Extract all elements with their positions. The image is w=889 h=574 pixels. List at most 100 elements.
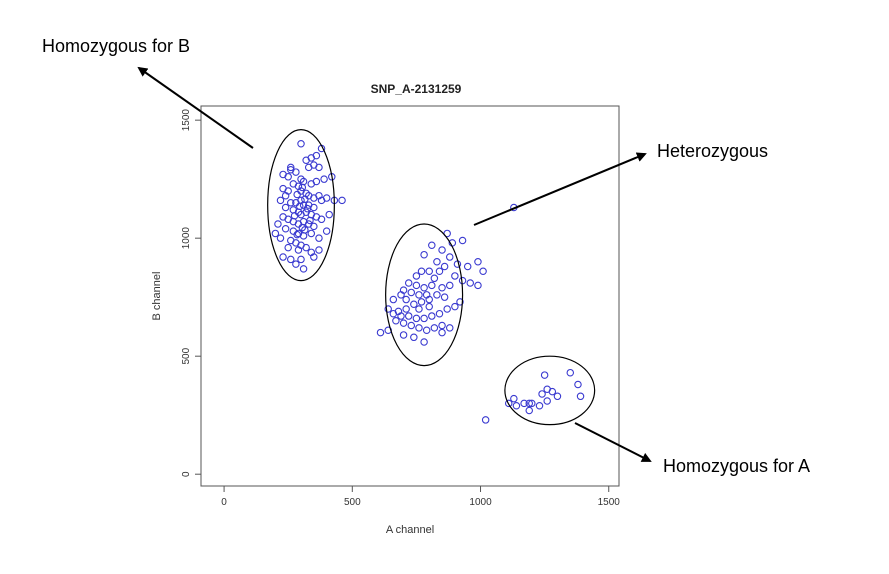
data-point [397,312,405,320]
data-point [281,191,290,200]
data-point [428,241,436,250]
y-tick-label: 0 [181,471,192,477]
data-point [412,314,421,323]
arrow-homozygous-a [574,422,652,462]
data-point [322,227,331,235]
data-point [287,199,295,207]
data-point [384,305,392,313]
y-tick-label: 500 [181,347,192,364]
data-point [292,168,300,176]
x-tick-label: 500 [344,497,361,508]
data-point [438,321,446,330]
chart-title: SNP_A-2131259 [371,82,462,96]
data-point [287,163,295,172]
data-point [407,321,416,330]
data-point [474,281,482,290]
arrow-heterozygous [473,152,647,226]
x-tick-label: 1000 [469,497,492,508]
data-point [440,293,449,301]
data-point [299,265,308,273]
data-point [297,140,305,148]
data-point [392,317,400,325]
data-point [301,195,309,203]
data-point [310,253,318,261]
data-point [430,324,439,332]
data-point [295,202,304,211]
data-point [317,215,326,224]
data-point [428,281,436,290]
data-point [512,402,521,410]
data-point [284,173,292,181]
data-point [445,324,454,332]
x-axis-title: A channel [386,524,434,536]
data-point [538,390,546,398]
data-point [463,262,472,271]
data-point [407,288,416,297]
data-point [425,267,433,275]
data-point [438,328,446,337]
data-point [290,212,299,220]
data-point [458,236,467,245]
data-point [274,220,282,228]
cluster-ellipse-2 [504,355,596,426]
data-point [420,314,428,323]
data-point [298,183,307,192]
data-point [402,305,410,313]
x-tick-label: 0 [221,497,227,508]
data-point [281,203,290,212]
data-point [293,190,301,199]
data-point [425,295,433,304]
data-point [456,298,464,306]
data-point [384,326,392,334]
data-point [548,387,557,396]
y-axis-title: B channel [151,272,163,321]
data-point [399,319,408,327]
data-point [415,305,423,313]
data-point [410,333,418,342]
data-point [302,156,310,165]
x-axis: 0 500 1000 1500 [221,486,620,508]
data-point [433,291,441,299]
cluster-ellipse-0 [267,129,335,282]
data-point [410,300,418,309]
data-point [417,298,426,306]
cluster-ellipse-1 [385,223,464,367]
data-point [297,175,305,183]
y-tick-label: 1500 [181,109,192,132]
data-point [415,291,423,299]
data-point [504,399,513,408]
data-point [417,267,426,275]
data-point [451,302,459,311]
data-point [553,392,562,401]
label-homozygous-b: Homozygous for B [42,36,190,56]
data-point [430,274,439,283]
data-point [435,309,444,318]
data-point [276,234,285,242]
data-point [422,326,431,334]
data-point [420,283,428,292]
data-point [420,338,428,346]
data-point [310,222,318,231]
plot-frame [200,105,620,487]
data-point [271,229,280,238]
data-point [303,204,312,213]
data-point [543,397,551,405]
data-point [315,163,323,172]
label-heterozygous: Heterozygous [657,141,768,161]
data-point [297,255,305,264]
data-point [540,371,549,379]
data-point [440,262,449,271]
data-point [404,312,413,320]
data-point [415,324,423,332]
arrow-homozygous-b [137,66,254,149]
y-axis: 0 500 1000 1500 [181,109,201,477]
data-point [301,226,309,234]
data-point [443,305,451,313]
data-point [520,399,528,408]
data-point [312,177,321,186]
data-point [566,368,575,377]
data-point [438,283,446,292]
data-point [389,309,398,318]
data-point [320,175,328,183]
